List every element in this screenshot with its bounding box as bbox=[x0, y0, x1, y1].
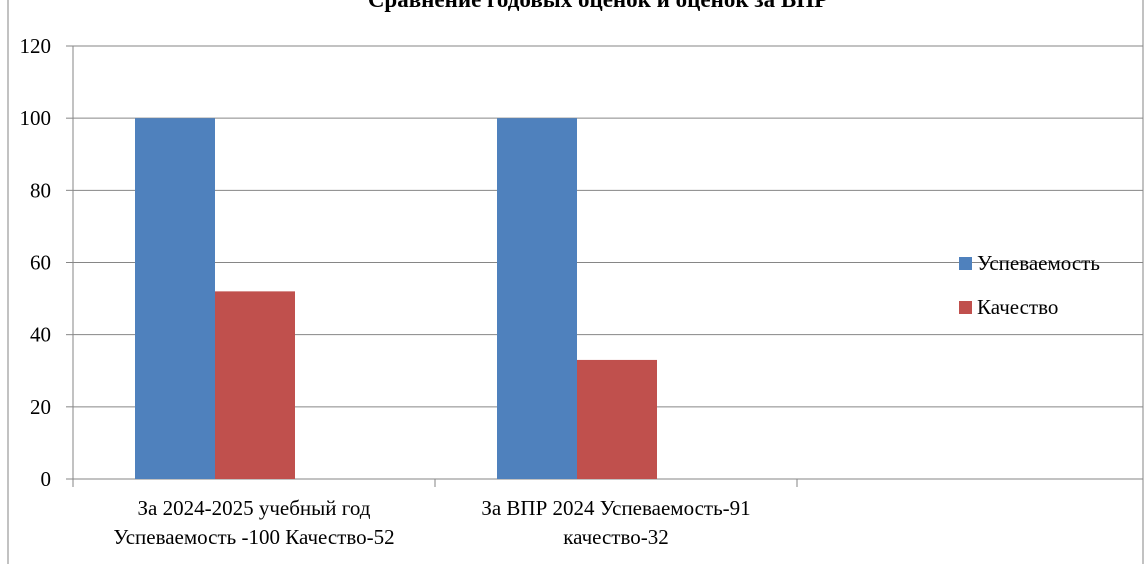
y-tick-label: 100 bbox=[20, 106, 52, 130]
legend-label: Качество bbox=[977, 295, 1058, 319]
y-tick-label: 0 bbox=[41, 467, 52, 491]
chart-title: Сравнение годовых оценок и оценок за ВПР bbox=[368, 0, 828, 12]
y-tick-label: 60 bbox=[30, 251, 51, 275]
bar-uspevaemost bbox=[135, 118, 215, 480]
y-tick-label: 20 bbox=[30, 395, 51, 419]
x-category-label: За ВПР 2024 Успеваемость-91 bbox=[481, 496, 750, 520]
y-tick-labels: 0 20 40 60 80 100 120 bbox=[20, 34, 52, 491]
x-category-label: За 2024-2025 учебный год bbox=[138, 496, 371, 520]
legend-swatch bbox=[959, 301, 972, 314]
y-tick-label: 40 bbox=[30, 323, 51, 347]
x-category-label: качество-32 bbox=[563, 525, 669, 549]
bar-kachestvo bbox=[577, 359, 657, 479]
bar-kachestvo bbox=[215, 291, 295, 479]
x-tick-labels: За 2024-2025 учебный год Успеваемость -10… bbox=[113, 496, 750, 549]
y-tick-label: 80 bbox=[30, 178, 51, 202]
bar-uspevaemost bbox=[497, 118, 577, 480]
legend-swatch bbox=[959, 257, 972, 270]
bars bbox=[135, 118, 657, 480]
legend-label: Успеваемость bbox=[977, 251, 1100, 275]
legend: Успеваемость Качество bbox=[959, 251, 1100, 319]
x-category-label: Успеваемость -100 Качество-52 bbox=[113, 525, 394, 549]
y-tick-label: 120 bbox=[20, 34, 52, 58]
